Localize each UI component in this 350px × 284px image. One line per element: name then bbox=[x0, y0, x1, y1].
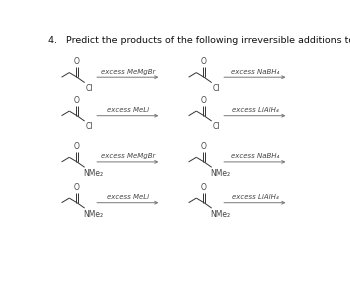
Text: O: O bbox=[201, 57, 207, 66]
Text: NMe₂: NMe₂ bbox=[210, 169, 230, 178]
Text: excess NaBH₄: excess NaBH₄ bbox=[231, 153, 279, 159]
Text: O: O bbox=[201, 95, 207, 105]
Text: Cl: Cl bbox=[86, 122, 93, 131]
Text: O: O bbox=[201, 142, 207, 151]
Text: Cl: Cl bbox=[86, 84, 93, 93]
Text: excess NaBH₄: excess NaBH₄ bbox=[231, 68, 279, 74]
Text: NMe₂: NMe₂ bbox=[83, 169, 103, 178]
Text: excess MeMgBr: excess MeMgBr bbox=[100, 153, 155, 159]
Text: 4.   Predict the products of the following irreversible additions to carboxylic : 4. Predict the products of the following… bbox=[48, 36, 350, 45]
Text: Cl: Cl bbox=[213, 122, 220, 131]
Text: excess LiAlH₄: excess LiAlH₄ bbox=[231, 194, 278, 200]
Text: Cl: Cl bbox=[213, 84, 220, 93]
Text: excess MeLi: excess MeLi bbox=[107, 194, 149, 200]
Text: excess LiAlH₄: excess LiAlH₄ bbox=[231, 107, 278, 113]
Text: O: O bbox=[74, 95, 80, 105]
Text: excess MeLi: excess MeLi bbox=[107, 107, 149, 113]
Text: NMe₂: NMe₂ bbox=[210, 210, 230, 219]
Text: O: O bbox=[201, 183, 207, 191]
Text: O: O bbox=[74, 142, 80, 151]
Text: NMe₂: NMe₂ bbox=[83, 210, 103, 219]
Text: O: O bbox=[74, 183, 80, 191]
Text: excess MeMgBr: excess MeMgBr bbox=[100, 68, 155, 74]
Text: O: O bbox=[74, 57, 80, 66]
